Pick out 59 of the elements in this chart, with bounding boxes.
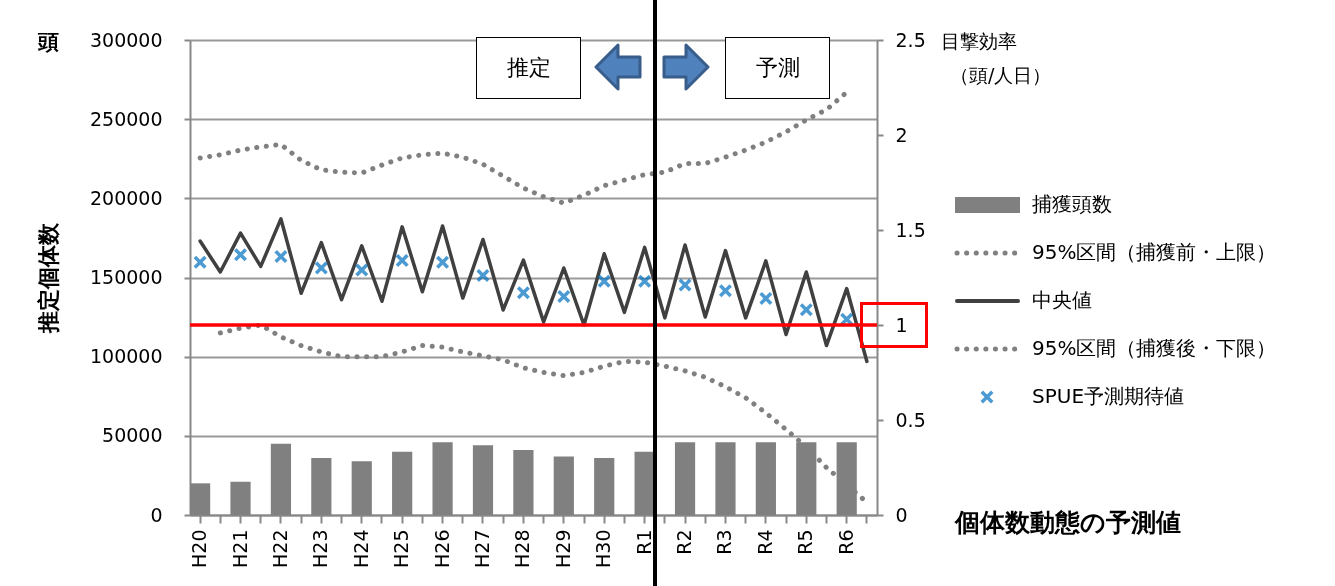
- x-tick-label: H29: [551, 529, 574, 568]
- legend-label: 95%区間（捕獲後・下限）: [1032, 336, 1277, 360]
- annotation: 予測: [725, 37, 830, 99]
- point: [758, 291, 773, 306]
- x-tick-label: R5: [794, 529, 817, 555]
- point: [516, 285, 531, 300]
- x-tick-label: H26: [430, 529, 453, 568]
- x-tick-label: H25: [390, 529, 413, 568]
- y2-tick-label: 2.5: [895, 28, 926, 51]
- point: [395, 253, 410, 268]
- legend-label: 捕獲頭数: [1032, 192, 1112, 216]
- y2-tick-label: 2: [895, 123, 908, 146]
- x-tick-label: R1: [632, 529, 655, 555]
- text: （頭/人日）: [950, 63, 1052, 88]
- y2-tick-label: 1.5: [895, 218, 926, 241]
- legend-label: 95%区間（捕獲前・上限）: [1032, 240, 1277, 264]
- y2-tick-label: 1: [895, 313, 908, 336]
- y-tick-label: 0: [150, 503, 163, 526]
- legend-label: SPUE予測期待値: [1032, 384, 1185, 408]
- legend-label: 中央値: [1032, 288, 1092, 312]
- x-tick-label: H20: [188, 529, 211, 568]
- x-tick-label: R3: [713, 529, 736, 555]
- y-tick-label: 50000: [102, 424, 163, 447]
- x-tick-label: H27: [470, 529, 493, 568]
- y2-tick-label: 0: [895, 503, 908, 526]
- x-tick-label: H28: [511, 529, 534, 568]
- x-tick-label: H23: [309, 529, 332, 568]
- y-tick-label: 100000: [89, 345, 163, 368]
- x-tick-label: H24: [349, 529, 372, 568]
- point: [435, 255, 450, 270]
- point: [799, 302, 814, 317]
- point: [475, 268, 490, 283]
- text: 頭: [38, 29, 59, 56]
- point: [718, 283, 733, 298]
- x-tick-label: R6: [834, 529, 857, 555]
- point: [678, 278, 693, 293]
- y-tick-label: 250000: [89, 107, 163, 130]
- point: [354, 262, 369, 277]
- y2-axis-title: 目撃効率: [940, 29, 1017, 52]
- x-tick-label: H21: [228, 529, 251, 568]
- point: [556, 289, 571, 304]
- y-tick-label: 300000: [89, 28, 163, 51]
- y-tick-label: 150000: [89, 266, 163, 288]
- point: [193, 255, 208, 270]
- point: [273, 249, 288, 264]
- point: [637, 274, 652, 289]
- x-tick-label: R4: [753, 529, 776, 555]
- x-tick-label: H30: [592, 529, 615, 568]
- x-tick-label: H22: [268, 529, 291, 568]
- annotation: 推定: [476, 37, 581, 99]
- text: 個体数動態の予測値: [954, 508, 1181, 537]
- point: [233, 247, 248, 262]
- point: [314, 261, 329, 275]
- y-tick-label: 200000: [89, 186, 163, 209]
- point: [597, 274, 612, 289]
- y-axis-title: 推定個体数: [35, 222, 61, 334]
- line-series: [198, 217, 869, 364]
- y2-tick-label: 0.5: [895, 408, 926, 431]
- x-tick-label: R2: [673, 529, 696, 555]
